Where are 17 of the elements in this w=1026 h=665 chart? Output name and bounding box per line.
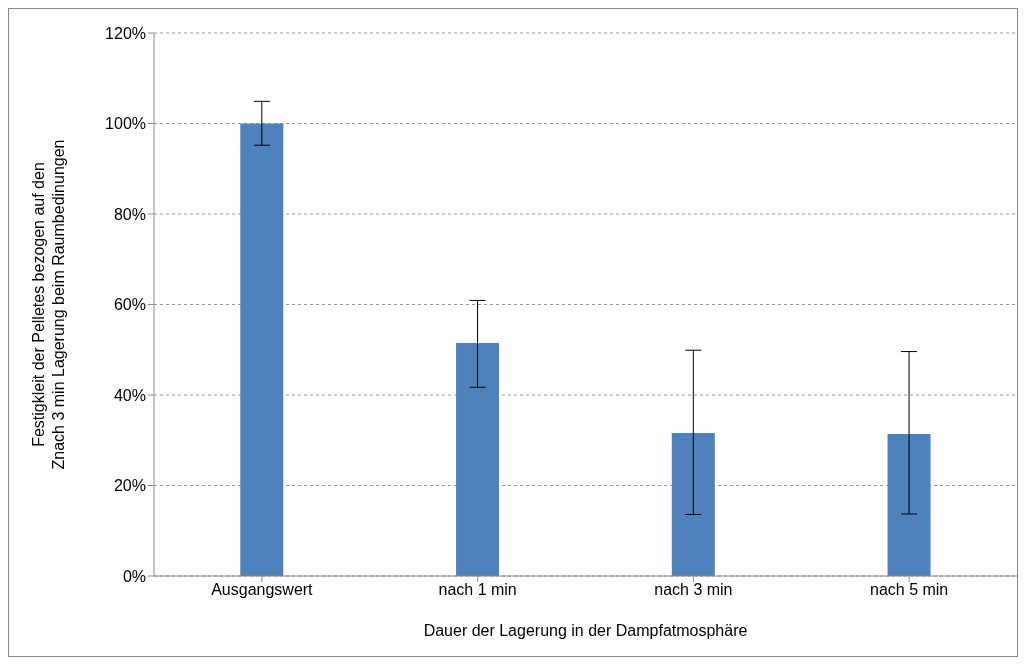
x-tick-label: nach 5 min [869, 581, 949, 599]
y-tick-label: 40% [113, 386, 146, 404]
bar [456, 342, 500, 576]
y-tick-label: 0% [122, 567, 146, 585]
y-tick-label: 100% [105, 115, 146, 133]
x-tick-label: Ausgangswert [211, 581, 314, 599]
x-tick-label: nach 1 min [438, 581, 517, 599]
x-tick-label: nach 3 min [654, 581, 733, 599]
y-axis-title: Festigkleit der Pelletes bezogen auf den Znach 3 min Lagerung beim Raumbedinungen [30, 139, 67, 470]
y-tick-label: 60% [113, 296, 146, 314]
bar [887, 433, 931, 576]
y-tick-label: 20% [113, 477, 146, 495]
bar [240, 123, 284, 576]
bar [671, 433, 715, 576]
y-tick-label: 80% [113, 205, 146, 223]
y-tick-label: 120% [105, 24, 146, 42]
x-axis-title: Dauer der Lagerung in der Dampfatmosphäre [423, 622, 748, 639]
